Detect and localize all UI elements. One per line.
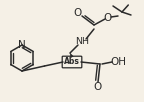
Text: O: O bbox=[104, 13, 112, 23]
Polygon shape bbox=[70, 53, 73, 58]
Text: O: O bbox=[73, 8, 81, 18]
Text: NH: NH bbox=[75, 38, 89, 47]
Text: OH: OH bbox=[110, 57, 126, 67]
Text: N: N bbox=[18, 40, 26, 50]
Text: O: O bbox=[94, 82, 102, 92]
FancyBboxPatch shape bbox=[62, 56, 82, 68]
Text: Abs: Abs bbox=[64, 58, 80, 67]
